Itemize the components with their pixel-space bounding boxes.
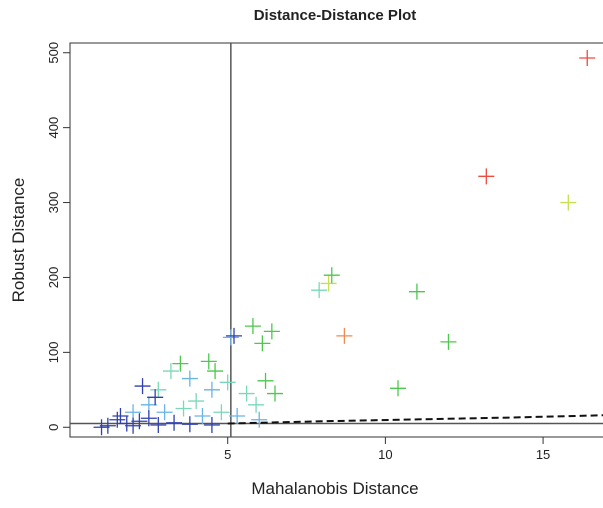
point	[125, 404, 142, 421]
point	[140, 410, 157, 427]
point	[229, 408, 246, 425]
point	[203, 381, 220, 398]
point	[478, 168, 495, 185]
point	[118, 415, 135, 432]
y-tick-label: 200	[46, 267, 61, 289]
point	[203, 417, 220, 434]
point	[311, 282, 328, 299]
x-tick-label: 5	[224, 447, 231, 462]
point	[109, 411, 126, 428]
point	[320, 275, 337, 292]
point	[125, 417, 142, 434]
point	[99, 417, 116, 434]
y-tick-label: 0	[46, 424, 61, 431]
y-axis-label: Robust Distance	[9, 178, 28, 303]
point	[226, 327, 242, 344]
x-tick-label: 10	[378, 447, 392, 462]
point	[244, 318, 261, 335]
point	[213, 404, 230, 421]
point	[150, 381, 167, 398]
dashed-line	[227, 414, 603, 425]
point	[200, 353, 217, 370]
plot-frame	[69, 42, 603, 438]
point	[140, 396, 157, 413]
point	[172, 355, 189, 372]
point	[156, 404, 173, 421]
point	[188, 393, 205, 410]
point	[390, 380, 406, 397]
point	[147, 389, 164, 406]
point	[207, 363, 224, 380]
point	[162, 363, 179, 380]
point	[222, 329, 239, 346]
point	[134, 378, 151, 395]
point	[248, 396, 265, 413]
point	[257, 372, 274, 389]
point	[267, 385, 283, 402]
point	[336, 327, 353, 344]
point	[254, 335, 271, 352]
point	[323, 267, 340, 284]
point	[263, 323, 280, 340]
point	[181, 370, 198, 387]
point	[112, 408, 129, 425]
x-tick-label: 15	[536, 447, 550, 462]
point	[238, 385, 255, 402]
point	[181, 416, 198, 433]
chart-title: Distance-Distance Plot	[254, 7, 417, 24]
y-tick-label: 100	[46, 342, 61, 364]
point	[93, 419, 110, 436]
x-axis-label: Mahalanobis Distance	[251, 479, 418, 498]
y-tick-label: 300	[46, 192, 61, 214]
y-tick-label: 400	[46, 117, 61, 139]
point	[579, 49, 596, 66]
point	[408, 283, 425, 300]
point	[166, 414, 183, 431]
point	[194, 408, 211, 425]
y-tick-label: 500	[46, 42, 61, 64]
point	[175, 400, 192, 417]
point	[440, 333, 457, 350]
point	[150, 417, 167, 434]
point	[251, 411, 268, 428]
point	[131, 413, 148, 430]
point	[219, 374, 236, 391]
point	[560, 194, 577, 211]
